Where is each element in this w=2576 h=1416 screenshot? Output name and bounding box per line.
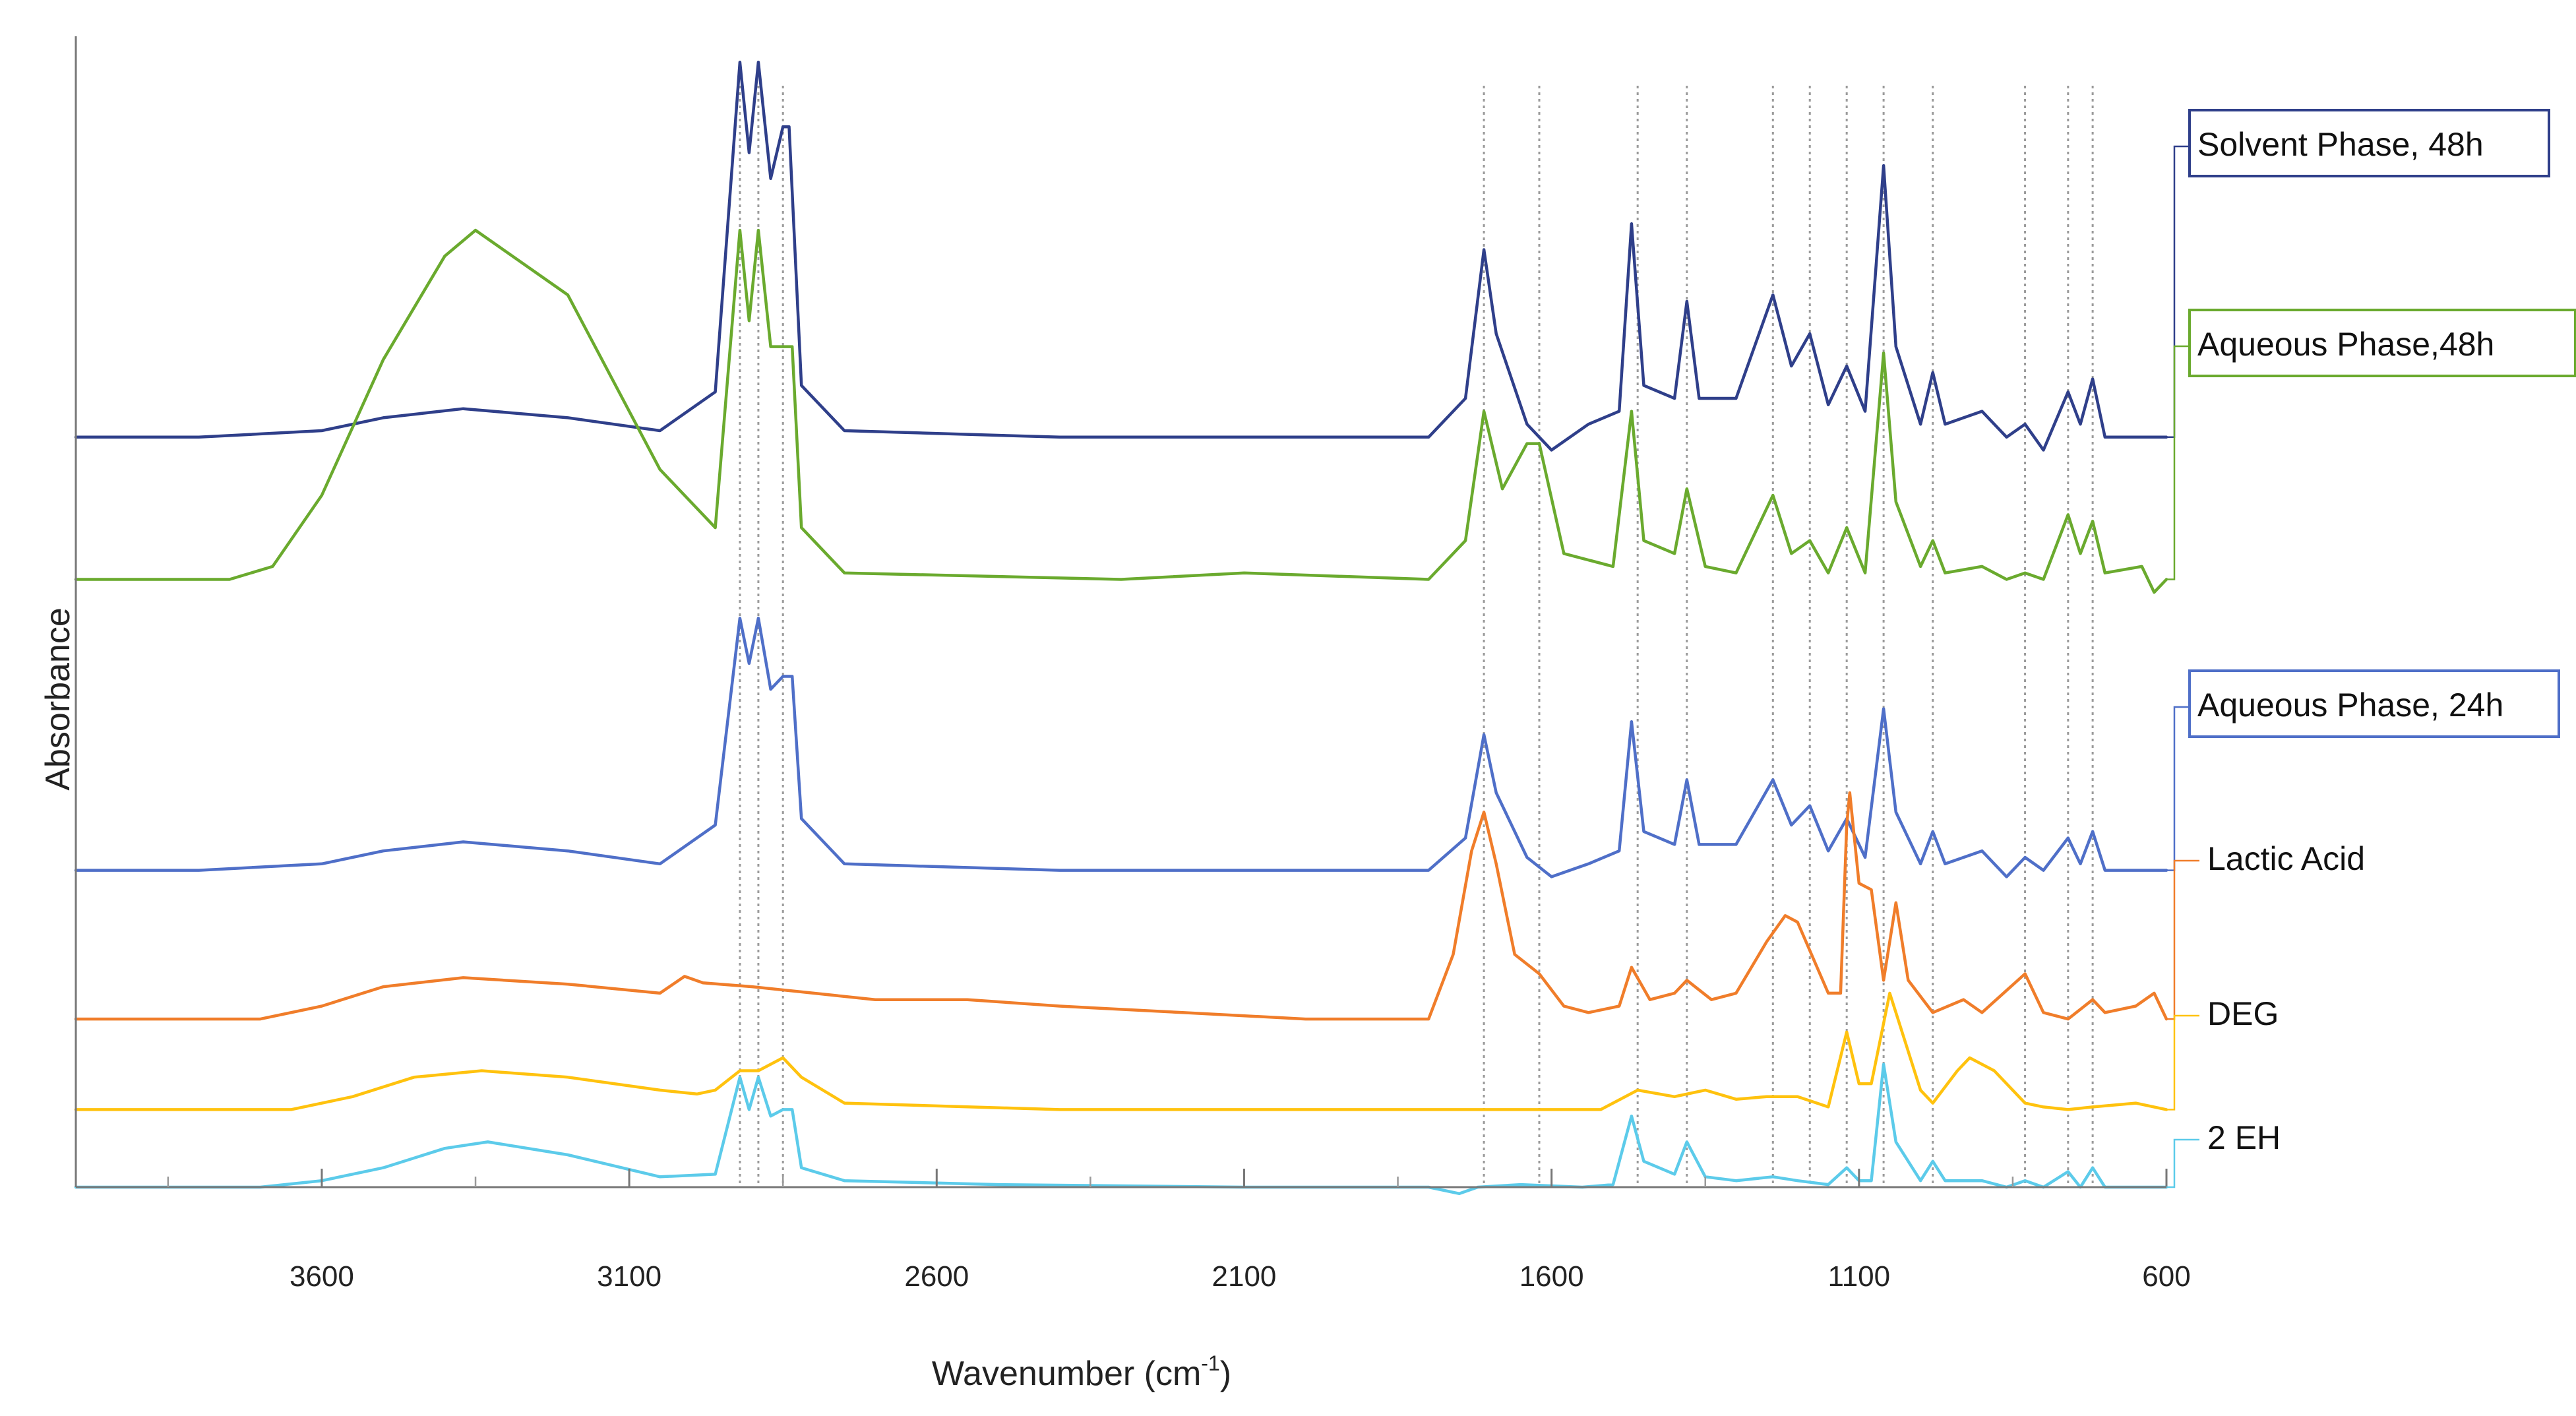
- legend-item: Aqueous Phase, 24h: [2166, 669, 2560, 871]
- y-axis-title: Absorbance: [39, 607, 77, 791]
- x-ticks: 3600 3100 2600 2100 1600 1100 600: [167, 1169, 2191, 1293]
- x-axis-title-tail: ): [1220, 1355, 1231, 1393]
- legend-leader: [2166, 1138, 2199, 1188]
- series-line: [74, 228, 2168, 594]
- legend-item: Lactic Acid: [2166, 840, 2365, 1020]
- series-line: [74, 60, 2168, 452]
- legend-item: DEG: [2166, 995, 2279, 1111]
- x-axis-title-main: Wavenumber (cm: [932, 1355, 1201, 1393]
- legend-item: Solvent Phase, 48h: [2166, 109, 2550, 439]
- legend-leader: [2166, 859, 2199, 1020]
- x-tick-label: 1100: [1828, 1260, 1891, 1293]
- series-lines: [74, 60, 2168, 1196]
- x-tick-label: 2600: [904, 1260, 969, 1293]
- legend-box: [2188, 109, 2550, 177]
- x-tick-label: 3100: [597, 1260, 661, 1293]
- series-line: [74, 617, 2168, 878]
- legend-item: 2 EH: [2166, 1119, 2281, 1188]
- series-line: [74, 791, 2168, 1021]
- reference-lines: [739, 86, 2094, 1187]
- legend-box: [2188, 669, 2560, 738]
- legend-label: 2 EH: [2207, 1119, 2281, 1156]
- x-tick-label: 1600: [1519, 1260, 1584, 1293]
- legend: Solvent Phase, 48h Aqueous Phase,48h Aqueo…: [2166, 109, 2576, 1188]
- legend-label: Aqueous Phase, 24h: [2197, 687, 2503, 723]
- series-line: [74, 991, 2168, 1111]
- legend-label: DEG: [2207, 995, 2279, 1032]
- legend-label: Lactic Acid: [2207, 840, 2365, 877]
- x-tick-label: 3600: [290, 1260, 354, 1293]
- series-line: [74, 1062, 2168, 1196]
- legend-leader: [2166, 1014, 2199, 1111]
- legend-item: Aqueous Phase,48h: [2166, 309, 2576, 580]
- x-axis-title: Wavenumber (cm-1): [932, 1351, 1231, 1393]
- legend-leader: [2166, 145, 2190, 439]
- x-tick-label: 2100: [1212, 1260, 1277, 1293]
- x-axis-title-sup: -1: [1201, 1351, 1219, 1375]
- legend-box: [2188, 309, 2576, 377]
- x-tick-label: 600: [2142, 1260, 2190, 1293]
- legend-label: Aqueous Phase,48h: [2197, 326, 2494, 363]
- legend-leader: [2166, 706, 2190, 871]
- legend-leader: [2166, 345, 2190, 580]
- legend-label: Solvent Phase, 48h: [2197, 126, 2484, 163]
